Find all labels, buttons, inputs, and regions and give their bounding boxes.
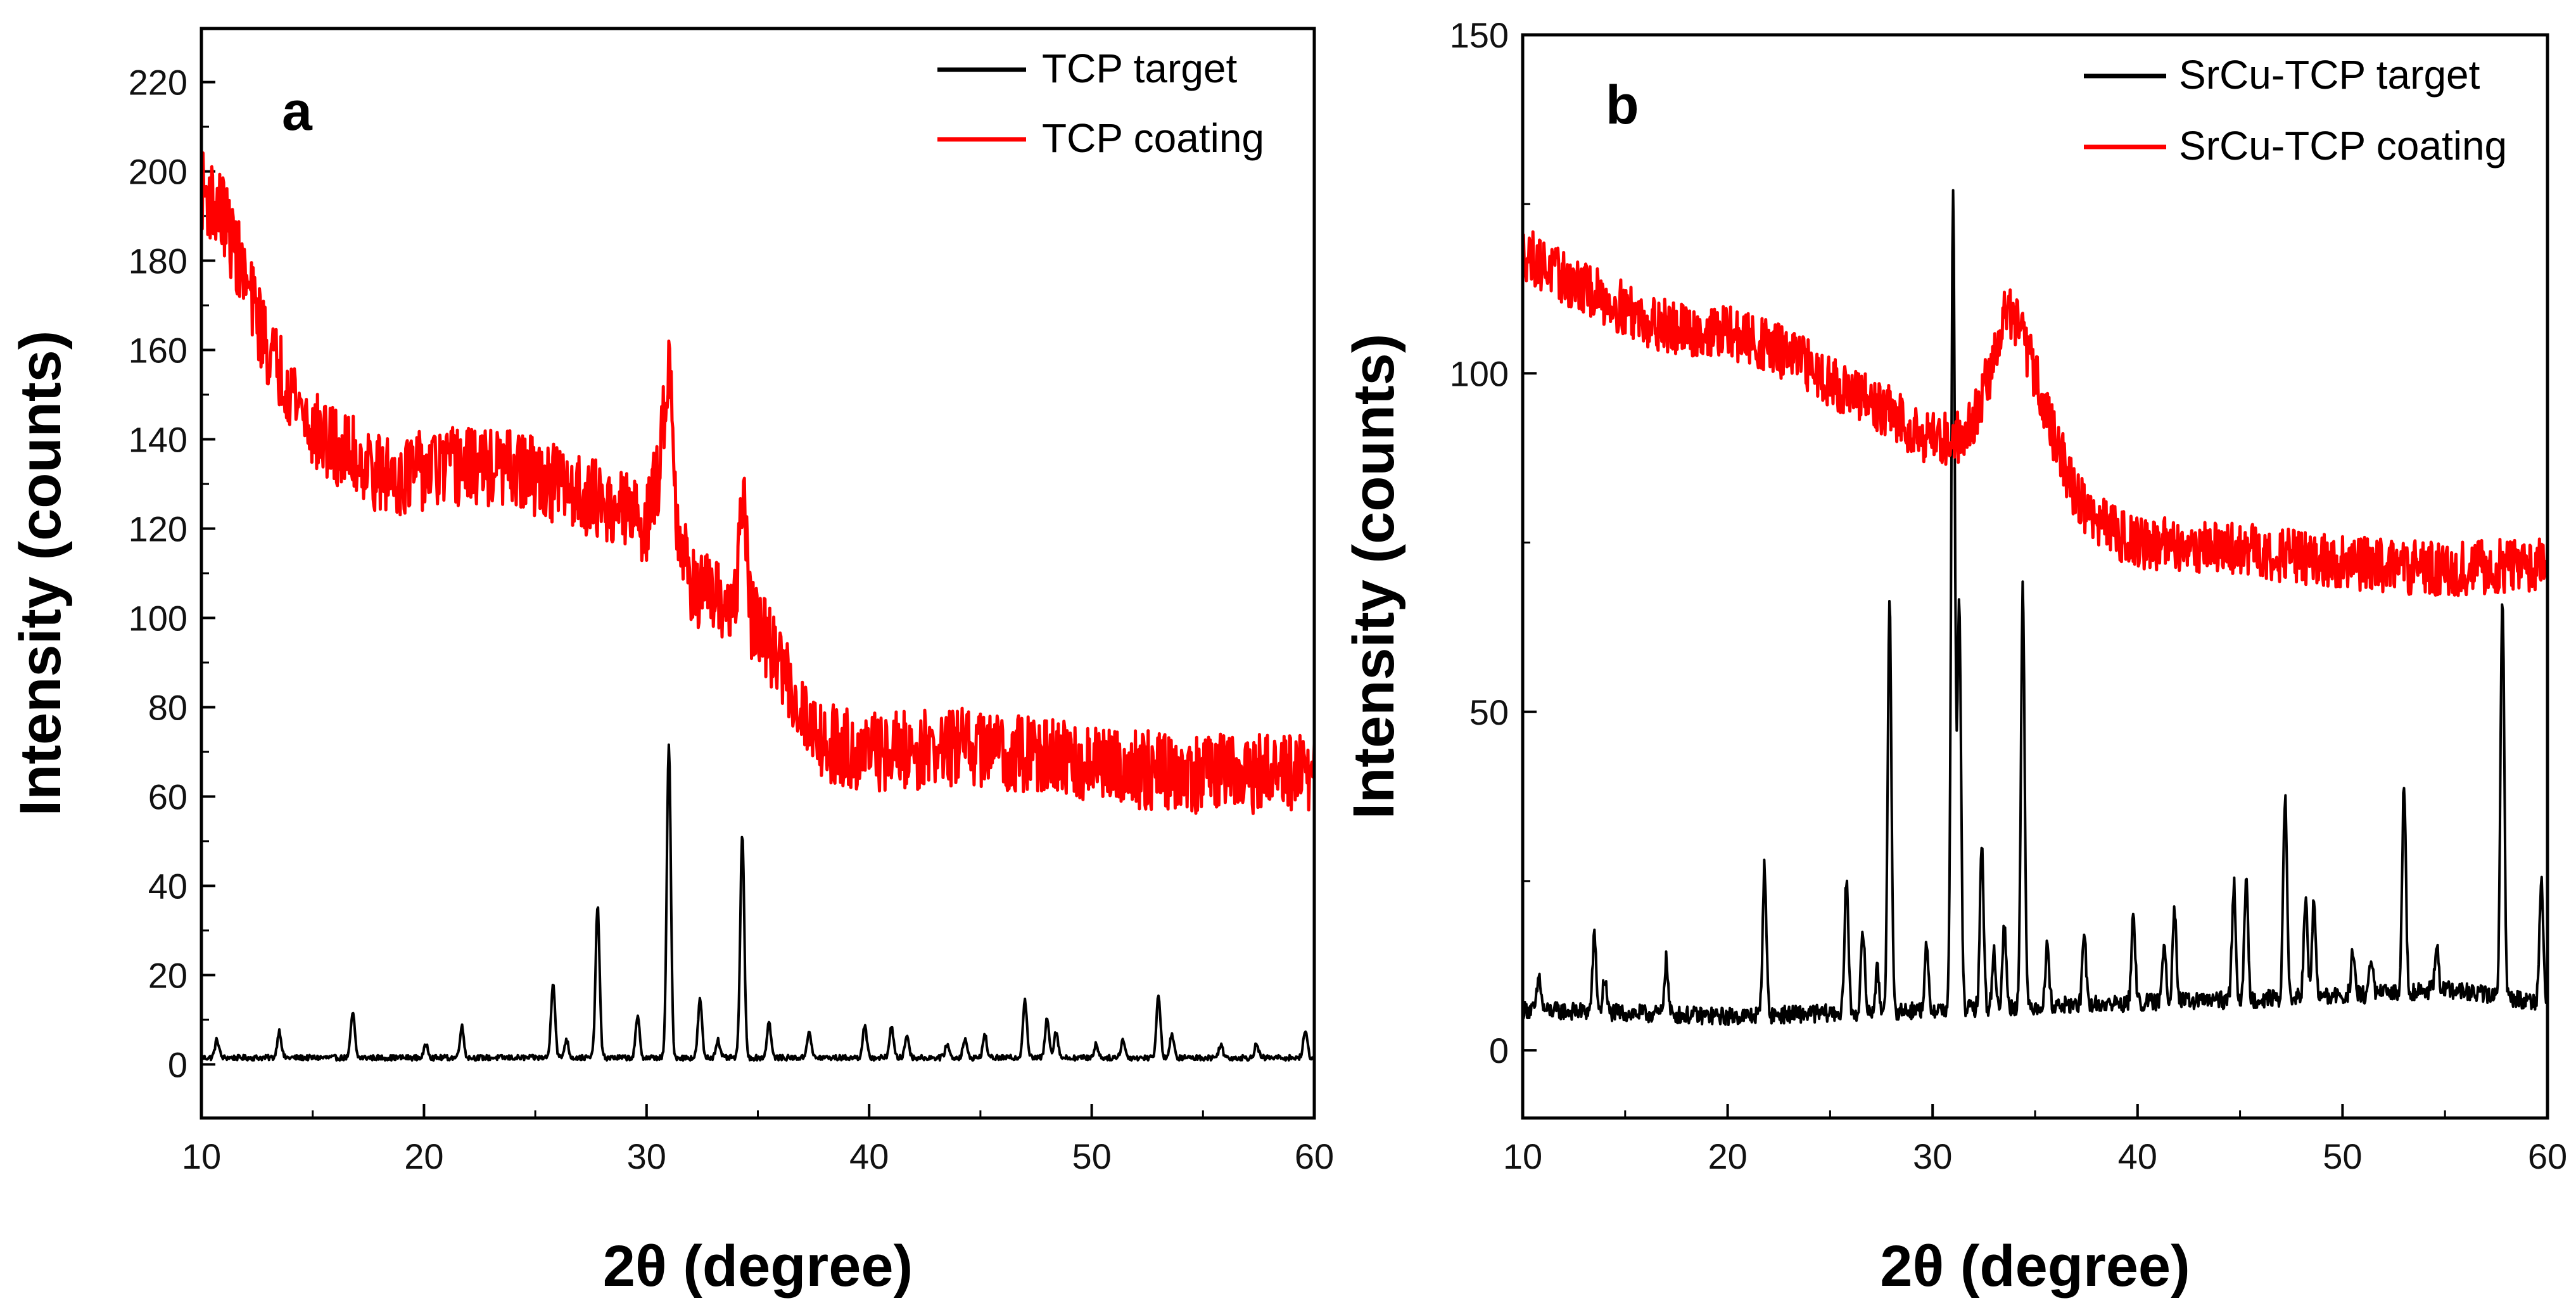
panel-a-ticks: 10 20 30 40 50 60 0 20 40 60 80 100 120 140 160 180 200 2… [129,63,1335,1176]
series-line-srcu-tcp-target [1521,189,2549,1026]
series-line-srcu-tcp-coating [1521,230,2549,597]
panel-b-y-axis-title: Intensity (counts) [1342,334,1406,820]
panel-b-legend: SrCu-TCP target SrCu-TCP coating [2084,52,2507,168]
x-tick-label: 20 [404,1136,443,1176]
y-tick-label: 0 [1489,1031,1509,1070]
y-tick-label: 20 [148,955,187,995]
panel-b-ticks: 10 20 30 40 50 60 0 50 100 150 [1450,15,2568,1176]
panel-b-legend-label-srcu-tcp-coating: SrCu-TCP coating [2179,123,2507,168]
panel-b-chart: 10 20 30 40 50 60 0 50 100 150 b 2θ (degree) Inte… [1342,15,2567,1299]
y-tick-label: 140 [129,420,187,460]
x-tick-label: 20 [1708,1136,1747,1176]
panel-a-legend-label-tcp-target: TCP target [1042,46,1238,91]
panel-b-letter: b [1606,75,1639,136]
x-tick-label: 10 [1503,1136,1542,1176]
x-tick-label: 60 [1295,1136,1334,1176]
x-tick-label: 40 [2118,1136,2157,1176]
x-tick-label: 30 [627,1136,666,1176]
x-tick-label: 30 [1913,1136,1952,1176]
panel-a-legend-label-tcp-coating: TCP coating [1042,115,1264,161]
x-tick-label: 50 [1072,1136,1111,1176]
x-tick-label: 60 [2528,1136,2567,1176]
series-line-tcp-target [200,743,1315,1062]
panel-a-y-axis-title: Intensity (counts) [8,331,73,816]
series-line-tcp-coating [200,151,1316,815]
panel-a-legend: TCP target TCP coating [937,46,1264,161]
y-tick-label: 40 [148,866,187,906]
panel-a-letter: a [282,81,313,142]
x-tick-label: 50 [2323,1136,2362,1176]
y-tick-label: 150 [1450,15,1509,55]
panel-a-x-axis-title: 2θ (degree) [603,1234,913,1299]
panel-a-chart: 10 20 30 40 50 60 0 20 40 60 80 100 120 140 160 180 200 2… [8,27,1335,1299]
y-tick-label: 120 [129,509,187,549]
y-tick-label: 180 [129,241,187,281]
y-tick-label: 200 [129,152,187,192]
panel-b-plot-frame [1521,33,2549,1120]
panel-b-series-lines [1521,189,2549,1026]
panel-a-series-lines [200,151,1316,1062]
y-tick-label: 50 [1469,692,1509,732]
y-tick-label: 160 [129,331,187,371]
y-tick-label: 220 [129,63,187,103]
y-tick-label: 0 [168,1045,187,1084]
y-tick-label: 60 [148,777,187,816]
panel-b-legend-label-srcu-tcp-target: SrCu-TCP target [2179,52,2480,98]
y-tick-label: 100 [129,598,187,638]
x-tick-label: 40 [849,1136,889,1176]
x-tick-label: 10 [182,1136,221,1176]
panel-a-plot-frame [200,27,1316,1120]
y-tick-label: 100 [1450,353,1509,393]
y-tick-label: 80 [148,687,187,727]
panel-b-x-axis-title: 2θ (degree) [1880,1234,2190,1299]
